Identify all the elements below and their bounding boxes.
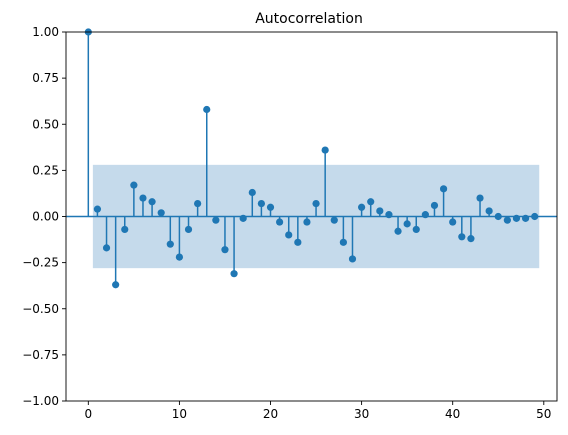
stem-marker — [467, 235, 475, 243]
stem-marker — [157, 209, 165, 217]
stem-marker — [358, 203, 366, 211]
y-tick-label: −0.50 — [22, 302, 59, 316]
stem-marker — [476, 194, 484, 202]
stem-marker — [367, 198, 375, 206]
stem-marker — [112, 281, 120, 289]
stem-marker — [130, 181, 138, 189]
stem-marker — [239, 214, 247, 222]
x-tick-label: 30 — [354, 407, 369, 421]
x-tick-label: 40 — [445, 407, 460, 421]
stem-marker — [458, 233, 466, 241]
x-tick-label: 10 — [172, 407, 187, 421]
stem-marker — [494, 212, 502, 221]
stem-marker — [139, 194, 147, 202]
y-tick-label: 0.50 — [32, 117, 59, 131]
stem-marker — [93, 205, 102, 213]
stem-marker — [312, 199, 320, 208]
stem-marker — [212, 216, 220, 224]
stem-marker — [203, 105, 211, 114]
stem-marker — [385, 211, 393, 219]
stem-marker — [348, 255, 357, 263]
stem-marker — [412, 225, 420, 234]
stem-marker — [521, 214, 530, 222]
stem-marker — [303, 218, 311, 226]
stem-marker — [230, 270, 238, 278]
y-tick-label: 0.75 — [32, 71, 59, 85]
stem-marker — [330, 216, 338, 224]
y-tick-label: −1.00 — [22, 394, 59, 408]
stem-marker — [394, 227, 402, 235]
stem-marker — [449, 218, 457, 226]
stem-marker — [531, 212, 539, 221]
x-tick-label: 50 — [536, 407, 551, 421]
stem-marker — [184, 225, 193, 234]
stem-marker — [430, 201, 439, 210]
y-tick-label: −0.75 — [22, 348, 59, 362]
stem-marker — [248, 188, 256, 197]
stem-marker — [276, 218, 284, 226]
axis-layer: 0 10 20 30 40 50 −1.00 −0.75 −0.50 −0.25 0.00 0.25 0… — [22, 25, 558, 421]
stem-marker — [421, 211, 429, 219]
stem-marker — [266, 203, 275, 211]
stem-marker — [121, 225, 129, 234]
stem-marker — [166, 240, 174, 248]
y-tick-label: −0.25 — [22, 256, 59, 270]
y-tick-label: 1.00 — [32, 25, 59, 39]
stem-marker — [102, 244, 111, 252]
stem-marker — [403, 220, 411, 228]
stem-layer — [66, 28, 557, 289]
stem-marker — [294, 238, 302, 246]
stem-marker — [321, 146, 329, 154]
stem-marker — [339, 238, 347, 246]
stem-marker — [175, 253, 184, 261]
x-tick-label: 0 — [84, 407, 92, 421]
y-tick-label: 0.25 — [32, 163, 59, 177]
x-tick-label: 20 — [263, 407, 278, 421]
stem-marker — [376, 207, 384, 215]
stem-marker — [148, 198, 156, 206]
chart-title: Autocorrelation — [255, 11, 363, 27]
stem-marker — [503, 216, 511, 224]
y-tick-label: 0.00 — [32, 210, 59, 224]
stem-marker — [285, 231, 293, 239]
stem-marker — [221, 246, 229, 254]
stem-marker — [512, 214, 521, 222]
stem-marker — [439, 185, 448, 193]
stem-marker — [257, 199, 265, 208]
stem-marker — [194, 199, 202, 208]
stem-marker — [485, 207, 493, 215]
